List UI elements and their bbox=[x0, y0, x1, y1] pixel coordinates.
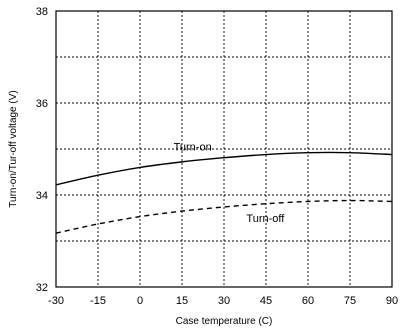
grid bbox=[56, 11, 392, 287]
x-tick-label: 60 bbox=[302, 295, 314, 307]
x-tick-label: -15 bbox=[90, 295, 106, 307]
x-tick-label: 45 bbox=[260, 295, 272, 307]
y-axis-ticks: 32 34 36 38 bbox=[36, 6, 48, 294]
y-tick-label: 34 bbox=[36, 190, 48, 202]
annotation-label: Turn-on bbox=[174, 142, 212, 154]
x-tick-label: 0 bbox=[137, 295, 143, 307]
x-tick-label: -30 bbox=[48, 295, 64, 307]
x-tick-label: 15 bbox=[176, 295, 188, 307]
series-layer bbox=[55, 151, 393, 234]
y-axis-label: Turn-on/Tur-off voltage (V) bbox=[8, 90, 19, 207]
annotations: Turn-on Turn-off bbox=[174, 142, 286, 225]
x-axis-ticks: -30 -15 0 15 30 45 60 75 90 bbox=[48, 295, 398, 307]
x-tick-label: 75 bbox=[344, 295, 356, 307]
y-tick-label: 32 bbox=[36, 282, 48, 294]
x-tick-label: 30 bbox=[218, 295, 230, 307]
series-line-turn-on bbox=[55, 151, 393, 186]
annotation-label: Turn-off bbox=[246, 213, 285, 225]
series-line-turn-off bbox=[55, 199, 393, 234]
plot-frame bbox=[55, 10, 393, 288]
x-tick-label: 90 bbox=[386, 295, 398, 307]
y-tick-label: 36 bbox=[36, 98, 48, 110]
x-axis-label: Case temperature (C) bbox=[176, 316, 273, 327]
y-tick-label: 38 bbox=[36, 6, 48, 18]
